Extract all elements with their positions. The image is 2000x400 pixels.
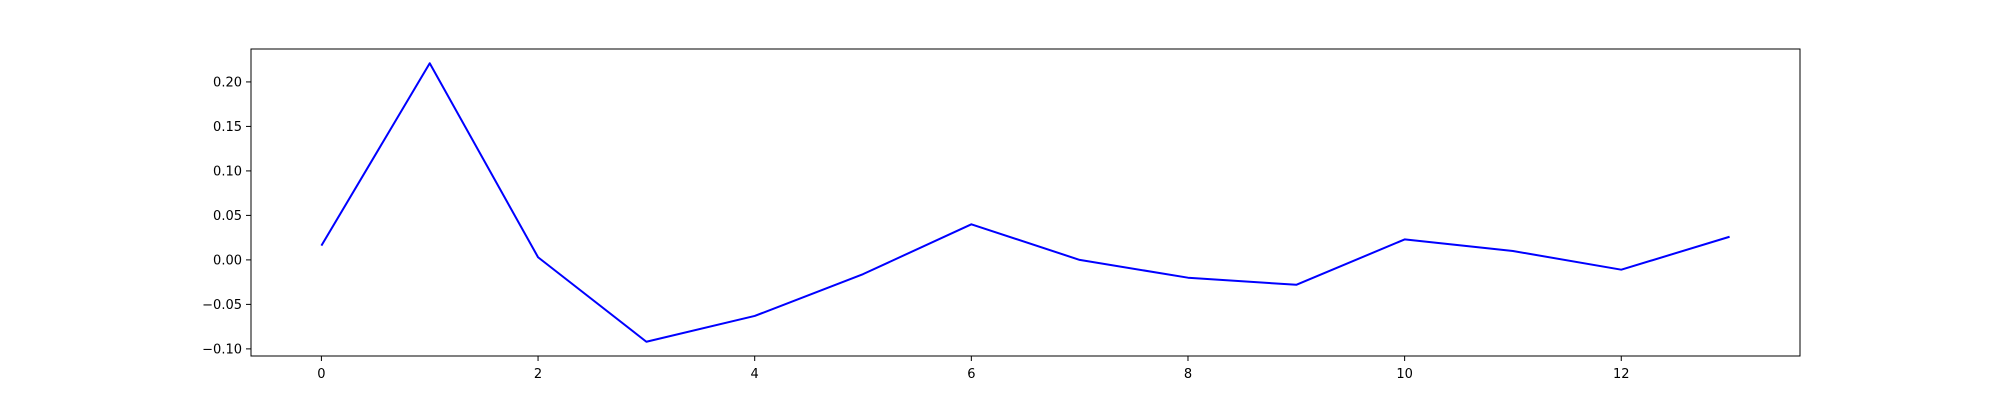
x-tick-label: 8 [1184, 367, 1192, 382]
x-axis: 0 2 4 6 8 10 12 [317, 356, 1630, 382]
x-tick-label: 4 [751, 367, 759, 382]
x-tick-label: 2 [534, 367, 542, 382]
y-tick-label: 0.05 [213, 209, 242, 224]
y-axis: −0.10 −0.05 0.00 0.05 0.10 0.15 0.20 [202, 75, 251, 357]
y-tick-label: 0.20 [213, 75, 242, 90]
y-tick-label: 0.10 [213, 164, 242, 179]
x-tick-label: 12 [1613, 367, 1630, 382]
y-tick-label: −0.05 [202, 298, 242, 313]
x-tick-label: 0 [317, 367, 325, 382]
y-tick-label: 0.15 [213, 120, 242, 135]
y-tick-label: 0.00 [213, 253, 242, 268]
series-layer [320, 62, 1730, 343]
x-tick-label: 6 [967, 367, 975, 382]
axes-frame [250, 48, 1801, 357]
x-tick-label: 10 [1396, 367, 1413, 382]
series-line-0 [320, 62, 1730, 343]
y-tick-label: −0.10 [202, 342, 242, 357]
